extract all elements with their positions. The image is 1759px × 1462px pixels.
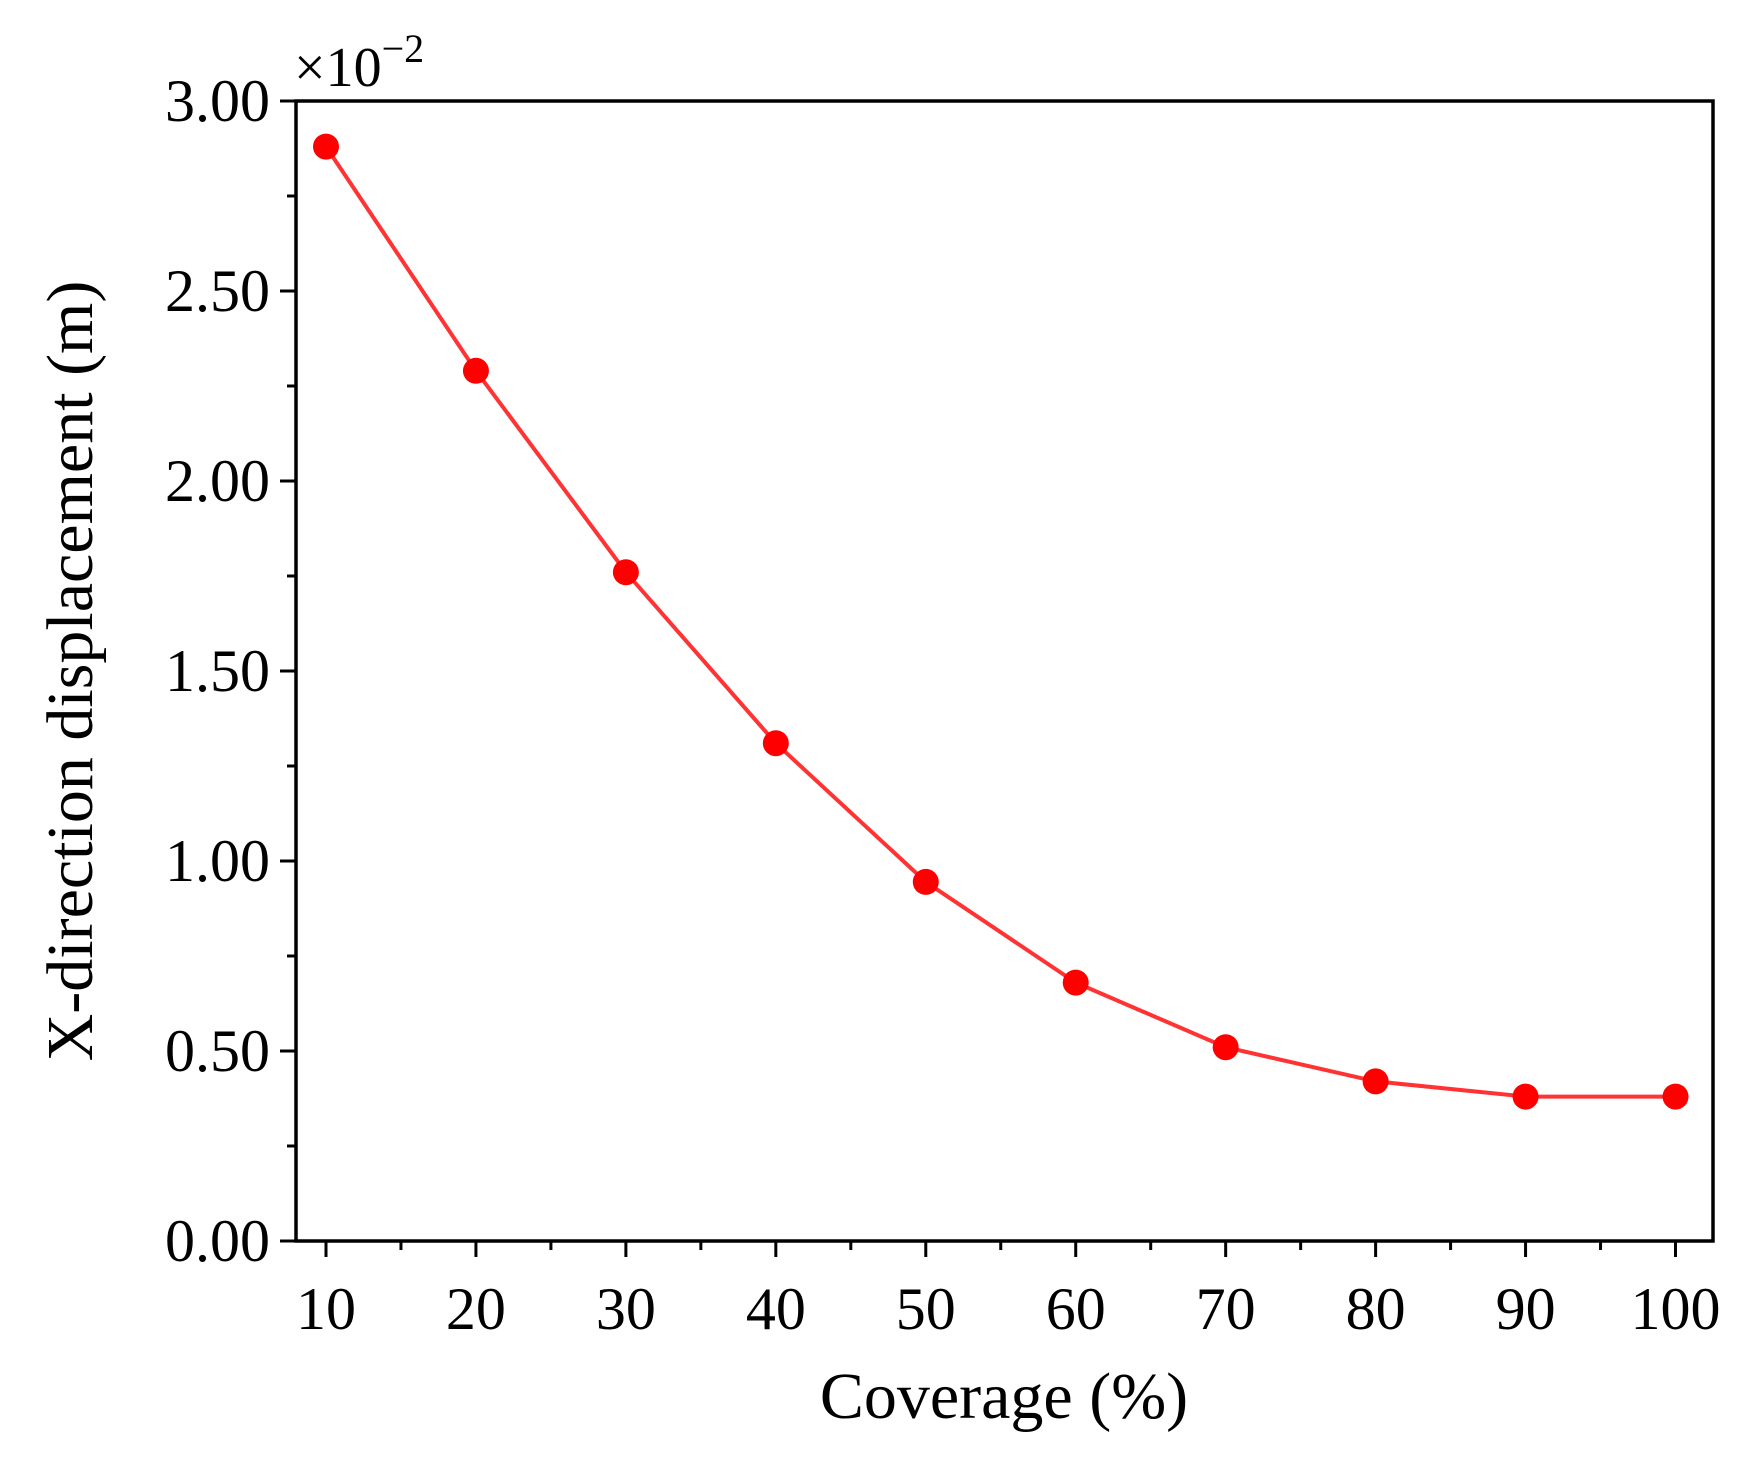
series-line <box>324 145 1676 1099</box>
x-tick-label: 10 <box>296 1276 356 1342</box>
data-point <box>1062 969 1089 996</box>
axes: 10 20 30 40 50 60 70 80 90 100 0.00 0.50 1.00 1.50 2.0… <box>165 68 1721 1342</box>
y-tick-label: 2.50 <box>165 258 270 324</box>
data-point <box>1212 1034 1239 1061</box>
data-point <box>762 730 789 757</box>
data-point <box>312 133 339 160</box>
x-tick-label: 80 <box>1346 1276 1406 1342</box>
x-tick-label: 30 <box>596 1276 656 1342</box>
x-axis-label: Coverage (%) <box>820 1360 1188 1433</box>
y-tick-label: 0.50 <box>165 1018 270 1084</box>
data-point <box>1362 1068 1389 1095</box>
y-tick-label: 1.00 <box>165 828 270 894</box>
y-axis-label: X-direction displacement (m) <box>34 281 107 1062</box>
x-tick-label: 50 <box>896 1276 956 1342</box>
data-point <box>462 357 489 384</box>
data-point <box>912 868 939 895</box>
data-point <box>1512 1083 1539 1110</box>
data-point <box>612 559 639 586</box>
y-multiplier: ×10−2 <box>294 26 424 99</box>
y-tick-label: 3.00 <box>165 68 270 134</box>
x-tick-label: 100 <box>1631 1276 1721 1342</box>
plot-marks <box>312 133 1689 1110</box>
y-tick-label: 1.50 <box>165 638 270 704</box>
x-tick-label: 90 <box>1496 1276 1556 1342</box>
data-point <box>1662 1083 1689 1110</box>
x-tick-label: 60 <box>1046 1276 1106 1342</box>
plot-frame <box>294 99 1715 1243</box>
y-tick-label: 0.00 <box>165 1208 270 1274</box>
x-tick-label: 40 <box>746 1276 806 1342</box>
x-tick-label: 20 <box>446 1276 506 1342</box>
y-tick-label: 2.00 <box>165 448 270 514</box>
x-tick-label: 70 <box>1196 1276 1256 1342</box>
